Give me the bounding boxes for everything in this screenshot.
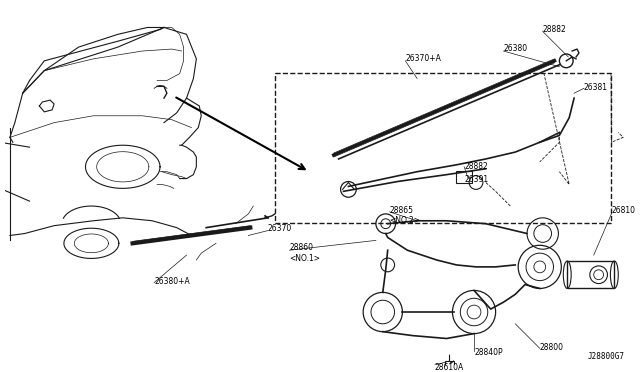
Text: 28860
<NO.1>: 28860 <NO.1>	[289, 243, 321, 263]
Text: 28610A: 28610A	[435, 363, 464, 372]
Text: 26381: 26381	[584, 83, 608, 92]
Text: 28882: 28882	[464, 162, 488, 171]
Text: 28840P: 28840P	[474, 348, 502, 357]
Text: 26380: 26380	[504, 44, 527, 53]
Text: 26810: 26810	[611, 206, 636, 215]
Text: 28865
<NO.2>: 28865 <NO.2>	[390, 206, 420, 225]
Text: 26370+A: 26370+A	[405, 54, 441, 63]
Text: J28800G7: J28800G7	[588, 352, 625, 361]
Bar	[456, 171, 472, 183]
Bar	[567, 261, 614, 288]
Text: 26391: 26391	[464, 174, 488, 184]
Bar	[275, 73, 611, 223]
Bar	[445, 361, 454, 367]
Text: 26370: 26370	[268, 224, 292, 233]
Text: 28800: 28800	[540, 343, 564, 352]
Text: 26380+A: 26380+A	[154, 277, 190, 286]
Text: 28882: 28882	[543, 25, 566, 33]
